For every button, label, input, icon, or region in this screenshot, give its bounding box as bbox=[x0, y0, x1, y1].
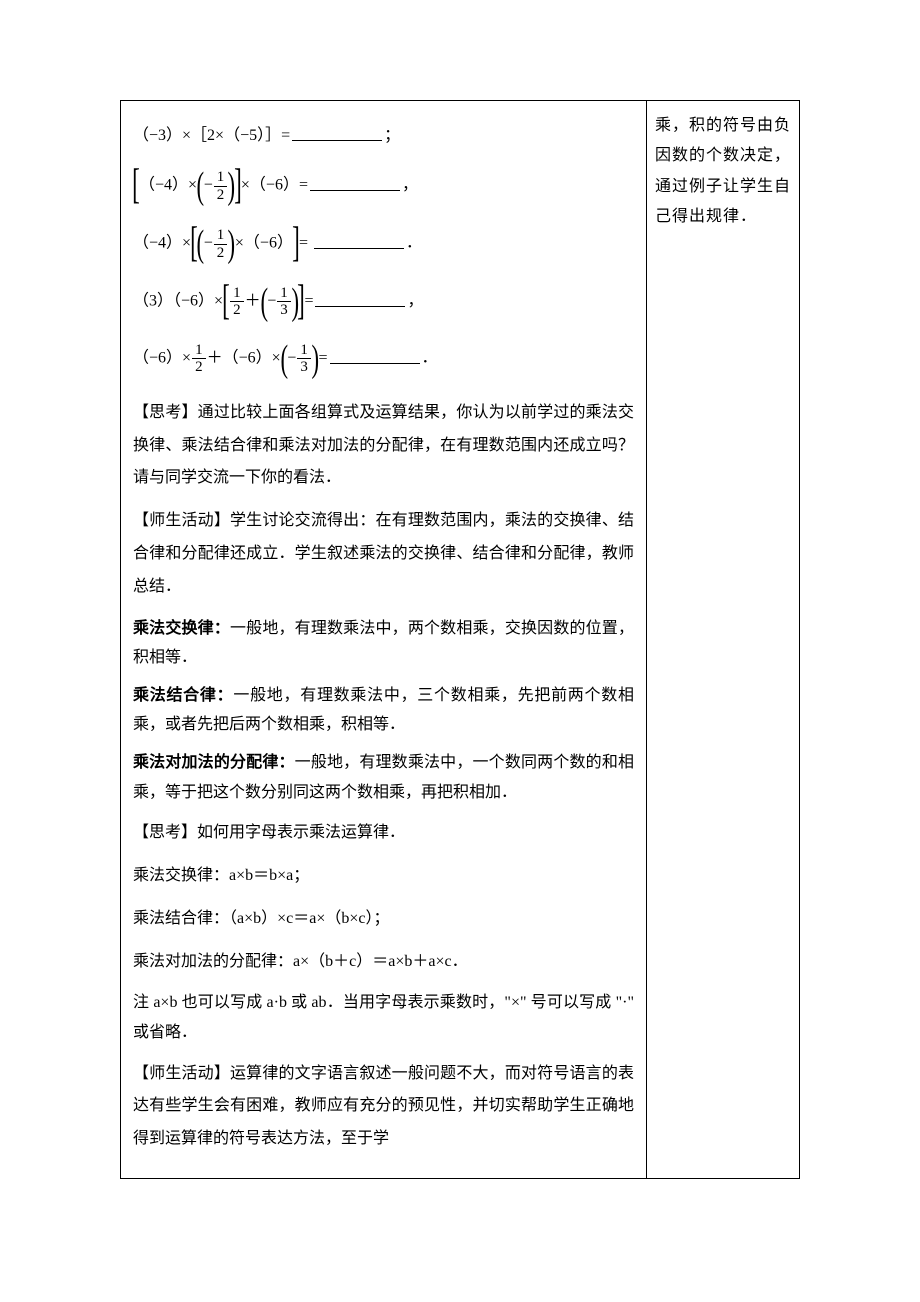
frac-num: 1 bbox=[230, 285, 244, 303]
frac: 12 bbox=[214, 169, 228, 203]
left-column: （−3）×［2×（−5）］=； [（−4）×(−12)]×（−6）=， （−4）… bbox=[121, 101, 647, 1178]
eq5-punct: ． bbox=[422, 350, 438, 367]
blank bbox=[310, 190, 400, 191]
eq4-plus: ＋ bbox=[245, 293, 261, 310]
eq1-punct: ； bbox=[384, 127, 400, 144]
letter-1: 乘法交换律：a×b＝b×a； bbox=[133, 860, 634, 893]
activity-2: 【师生活动】运算律的文字语言叙述一般问题不大，而对符号语言的表达有些学生会有困难… bbox=[133, 1058, 634, 1156]
left-bracket: [ bbox=[132, 167, 140, 205]
frac: 13 bbox=[297, 342, 311, 376]
right-bracket: ] bbox=[298, 283, 306, 321]
frac: 12 bbox=[230, 285, 244, 319]
eq3-eq: = bbox=[299, 235, 308, 252]
eq3-inner: ×（−6） bbox=[235, 235, 293, 252]
frac-num: 1 bbox=[214, 169, 228, 187]
eq3-punct: ． bbox=[406, 235, 422, 252]
eq5-eq: = bbox=[318, 350, 327, 367]
frac-num: 1 bbox=[277, 285, 291, 303]
frac: 12 bbox=[192, 342, 206, 376]
eq4-pre: （−6）× bbox=[173, 293, 223, 310]
equation-1: （−3）×［2×（−5）］= ； bbox=[133, 125, 634, 147]
left-paren: ( bbox=[260, 284, 268, 320]
letter-3: 乘法对加法的分配律：a×（b＋c）＝a×b＋a×c． bbox=[133, 946, 634, 979]
left-paren: ( bbox=[197, 168, 205, 204]
blank bbox=[292, 140, 382, 141]
equation-3: （−4）×[(−12)×（−6）]= ． bbox=[133, 225, 634, 263]
eq5-a: （−6）× bbox=[133, 350, 191, 367]
frac-num: 1 bbox=[192, 342, 206, 360]
right-paren: ) bbox=[228, 226, 236, 262]
frac-num: 1 bbox=[214, 227, 228, 245]
activity-1: 【师生活动】学生讨论交流得出：在有理数范围内，乘法的交换律、结合律和分配律还成立… bbox=[133, 505, 634, 603]
frac-den: 2 bbox=[230, 302, 244, 319]
left-paren: ( bbox=[197, 226, 205, 262]
left-bracket: [ bbox=[222, 283, 230, 321]
note: 注 a×b 也可以写成 a·b 或 ab．当用字母表示乘数时，"×" 号可以写成… bbox=[133, 988, 634, 1047]
frac: 12 bbox=[214, 227, 228, 261]
law-1: 乘法交换律：一般地，有理数乘法中，两个数相乘，交换因数的位置，积相等． bbox=[133, 614, 634, 673]
frac-den: 3 bbox=[297, 359, 311, 376]
equation-2: [（−4）×(−12)]×（−6）=， bbox=[133, 167, 634, 205]
eq3-neg: − bbox=[204, 235, 213, 252]
right-column: 乘，积的符号由负因数的个数决定，通过例子让学生自己得出规律． bbox=[647, 101, 799, 1178]
eq1-prefix: （−3）×［2×（−5）］= bbox=[133, 127, 290, 144]
law2-title: 乘法结合律： bbox=[133, 687, 233, 704]
eq2-mid: ×（−6）= bbox=[241, 177, 308, 194]
frac-den: 2 bbox=[214, 245, 228, 262]
eq4-label: （3） bbox=[133, 293, 173, 310]
right-bracket: ] bbox=[292, 225, 300, 263]
right-bracket: ] bbox=[234, 167, 242, 205]
eq3-pre: （−4）× bbox=[133, 235, 191, 252]
right-paren: ) bbox=[311, 341, 319, 377]
frac-num: 1 bbox=[297, 342, 311, 360]
equation-4: （3）（−6）×[12＋(−13)]=， bbox=[133, 283, 634, 321]
blank bbox=[314, 248, 404, 249]
blank bbox=[330, 363, 420, 364]
eq2-punct: ， bbox=[402, 177, 418, 194]
law3-title: 乘法对加法的分配律： bbox=[133, 754, 295, 771]
frac: 13 bbox=[277, 285, 291, 319]
page: （−3）×［2×（−5）］=； [（−4）×(−12)]×（−6）=， （−4）… bbox=[0, 0, 920, 1302]
eq2-neg: − bbox=[204, 177, 213, 194]
letter-2: 乘法结合律：（a×b）×c＝a×（b×c）； bbox=[133, 903, 634, 936]
frac-den: 2 bbox=[192, 359, 206, 376]
frac-den: 3 bbox=[277, 302, 291, 319]
law-2: 乘法结合律：一般地，有理数乘法中，三个数相乘，先把前两个数相乘，或者先把后两个数… bbox=[133, 681, 634, 740]
right-text: 乘，积的符号由负因数的个数决定，通过例子让学生自己得出规律． bbox=[655, 111, 791, 233]
law-3: 乘法对加法的分配律：一般地，有理数乘法中，一个数同两个数的和相乘，等于把这个数分… bbox=[133, 748, 634, 807]
think-1: 【思考】通过比较上面各组算式及运算结果，你认为以前学过的乘法交换律、乘法结合律和… bbox=[133, 397, 634, 495]
eq4-neg: − bbox=[267, 293, 276, 310]
eq2-pre: （−4）× bbox=[139, 177, 197, 194]
law1-title: 乘法交换律： bbox=[133, 620, 230, 637]
eq5-neg: − bbox=[287, 350, 296, 367]
equation-5: （−6）×12＋（−6）×(−13)=． bbox=[133, 341, 634, 377]
content-table: （−3）×［2×（−5）］=； [（−4）×(−12)]×（−6）=， （−4）… bbox=[120, 100, 800, 1179]
eq4-eq: = bbox=[304, 293, 313, 310]
eq4-punct: ， bbox=[407, 293, 423, 310]
left-paren: ( bbox=[280, 341, 288, 377]
frac-den: 2 bbox=[214, 187, 228, 204]
think-2: 【思考】如何用字母表示乘法运算律． bbox=[133, 817, 634, 850]
eq5-plus: ＋（−6）× bbox=[207, 350, 281, 367]
blank bbox=[315, 306, 405, 307]
